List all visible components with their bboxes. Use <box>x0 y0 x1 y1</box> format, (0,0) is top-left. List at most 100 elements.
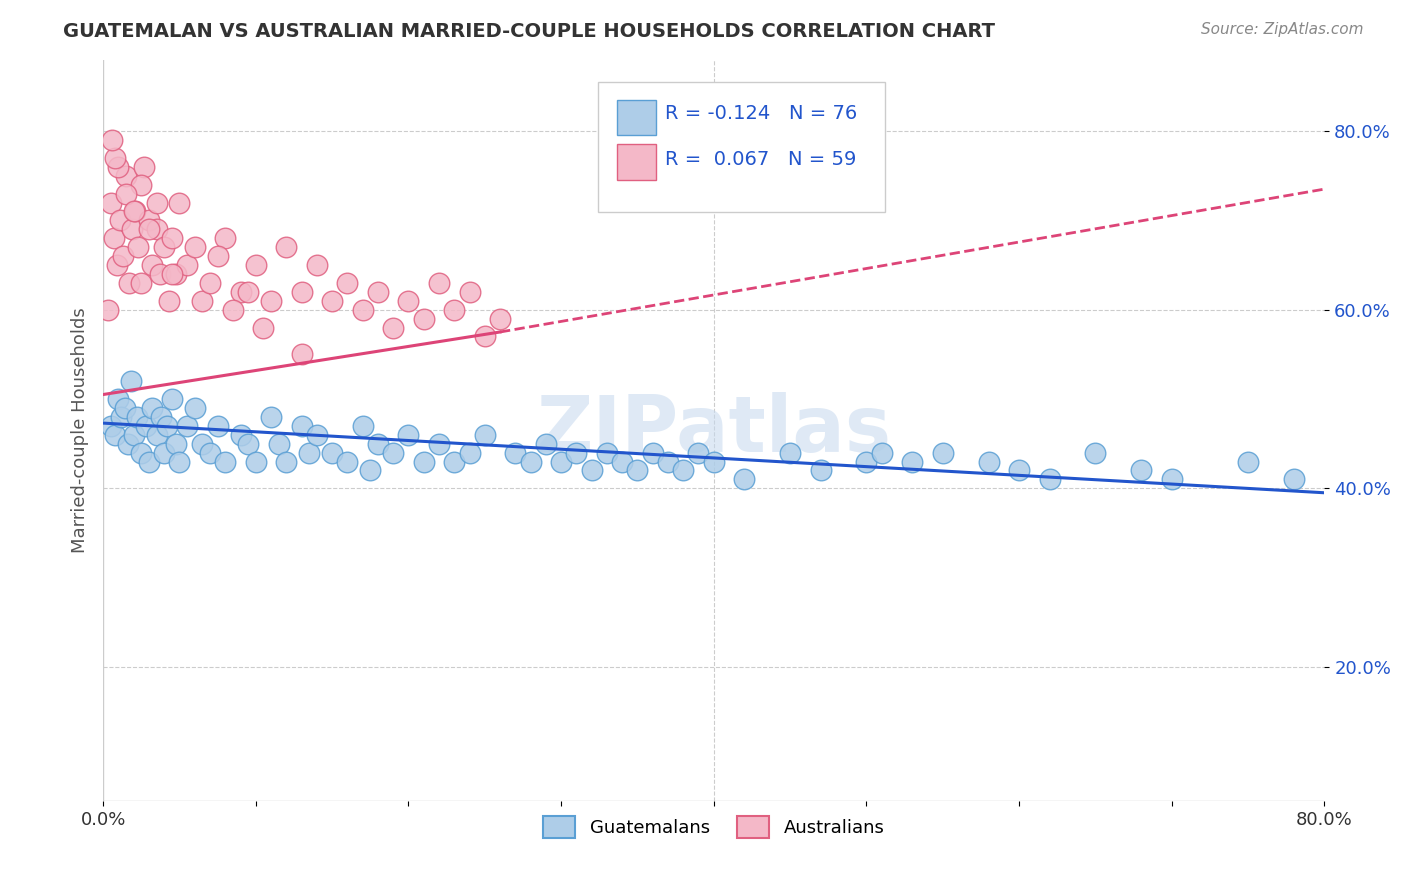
Point <box>398 293 420 308</box>
Point <box>103 231 125 245</box>
Point <box>153 240 176 254</box>
Point <box>150 409 173 424</box>
Point <box>138 454 160 468</box>
Point <box>489 311 512 326</box>
Point <box>505 445 527 459</box>
Point <box>412 454 434 468</box>
Point <box>458 445 481 459</box>
Point <box>134 160 156 174</box>
Point <box>641 445 664 459</box>
Point <box>321 293 343 308</box>
Point <box>127 240 149 254</box>
Point <box>135 418 157 433</box>
Point <box>260 293 283 308</box>
Point <box>141 401 163 415</box>
Point <box>121 222 143 236</box>
Point <box>352 302 374 317</box>
Point <box>276 240 298 254</box>
Point <box>104 427 127 442</box>
Point <box>672 463 695 477</box>
Point <box>129 178 152 192</box>
Point <box>183 401 205 415</box>
Point <box>111 249 134 263</box>
Point <box>141 258 163 272</box>
Point <box>474 427 496 442</box>
Point <box>932 445 955 459</box>
Point <box>145 195 167 210</box>
Point <box>115 169 138 183</box>
Point <box>612 454 634 468</box>
Text: R =  0.067   N = 59: R = 0.067 N = 59 <box>665 150 856 169</box>
Point <box>290 285 312 299</box>
Point <box>252 320 274 334</box>
Point <box>214 454 236 468</box>
Point <box>222 302 245 317</box>
Point <box>236 285 259 299</box>
Point <box>169 454 191 468</box>
Point <box>125 409 148 424</box>
Text: Source: ZipAtlas.com: Source: ZipAtlas.com <box>1201 22 1364 37</box>
Point <box>1237 454 1260 468</box>
Point <box>145 427 167 442</box>
Point <box>118 276 141 290</box>
Point <box>115 186 138 201</box>
Point <box>276 454 298 468</box>
Point <box>382 445 405 459</box>
FancyBboxPatch shape <box>617 100 657 136</box>
Point <box>1160 472 1182 486</box>
Point <box>336 454 359 468</box>
Point <box>105 258 128 272</box>
Point <box>100 418 122 433</box>
Point <box>382 320 405 334</box>
Point <box>260 409 283 424</box>
Point <box>157 293 180 308</box>
Point <box>534 436 557 450</box>
Point <box>107 160 129 174</box>
Point <box>160 392 183 406</box>
Point <box>412 311 434 326</box>
Point <box>101 133 124 147</box>
Point <box>160 267 183 281</box>
Point <box>398 427 420 442</box>
Point <box>550 454 572 468</box>
Point <box>1008 463 1031 477</box>
Point <box>565 445 588 459</box>
Point <box>1084 445 1107 459</box>
Point <box>198 445 221 459</box>
Point <box>191 293 214 308</box>
Point <box>138 222 160 236</box>
Point <box>229 427 252 442</box>
Point <box>290 418 312 433</box>
Point <box>124 204 146 219</box>
Point <box>165 267 187 281</box>
Point <box>581 463 603 477</box>
Point <box>107 392 129 406</box>
Point <box>110 409 132 424</box>
Point <box>1039 472 1062 486</box>
Point <box>153 445 176 459</box>
Point <box>359 463 381 477</box>
Point <box>733 472 755 486</box>
Text: R = -0.124   N = 76: R = -0.124 N = 76 <box>665 104 858 123</box>
Point <box>114 401 136 415</box>
Point <box>443 454 465 468</box>
Point <box>336 276 359 290</box>
Point <box>352 418 374 433</box>
Point <box>214 231 236 245</box>
Point <box>145 222 167 236</box>
Point <box>122 204 145 219</box>
Point <box>149 267 172 281</box>
Point <box>810 463 832 477</box>
Legend: Guatemalans, Australians: Guatemalans, Australians <box>536 809 891 846</box>
Point <box>779 445 801 459</box>
Text: ZIPatlas: ZIPatlas <box>536 392 891 468</box>
Point <box>122 427 145 442</box>
Point <box>183 240 205 254</box>
Point <box>245 454 267 468</box>
Point <box>1130 463 1153 477</box>
Point <box>160 231 183 245</box>
Point <box>458 285 481 299</box>
Y-axis label: Married-couple Households: Married-couple Households <box>72 308 89 553</box>
FancyBboxPatch shape <box>617 145 657 179</box>
Point <box>165 436 187 450</box>
